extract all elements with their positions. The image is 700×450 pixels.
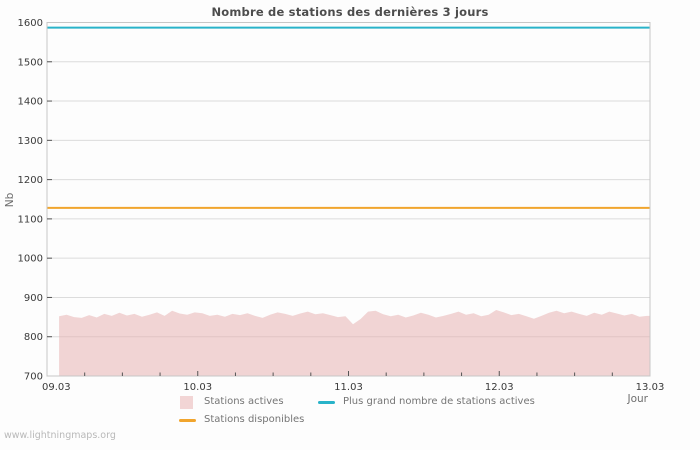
chart-plot-group: 700 800 900 1000 1100 1200 1300 1400 1500 1600 09.… <box>18 18 665 393</box>
x-tick-label: 11.03 <box>334 382 363 393</box>
x-tick-label: 13.03 <box>636 382 665 393</box>
y-tick-label: 1000 <box>18 254 43 265</box>
y-tick-label: 1300 <box>18 136 43 147</box>
y-tick-label: 1100 <box>18 214 43 225</box>
x-axis-title: Jour <box>627 393 649 405</box>
y-tick-label: 800 <box>24 332 43 343</box>
y-tick-label: 700 <box>24 372 43 383</box>
y-tick-label: 1400 <box>18 97 43 108</box>
y-tick-label: 1200 <box>18 175 43 186</box>
chart-svg: 700 800 900 1000 1100 1200 1300 1400 1500 1600 09.… <box>4 18 665 405</box>
series-stations-actives-area <box>59 310 651 376</box>
y-tick-label: 1500 <box>18 57 43 68</box>
legend-label-stations-disponibles: Stations disponibles <box>204 414 305 425</box>
y-tick-label: 1600 <box>18 18 43 29</box>
x-tick-label: 09.03 <box>42 382 71 393</box>
x-tick-label: 10.03 <box>183 382 212 393</box>
x-tick-label: 12.03 <box>485 382 514 393</box>
y-tick-label: 900 <box>24 293 43 304</box>
legend-swatch-stations-disponibles <box>179 419 196 422</box>
y-axis-title: Nb <box>4 192 16 207</box>
chart-title: Nombre de stations des dernières 3 jours <box>211 5 489 19</box>
site-attribution: www.lightningmaps.org <box>4 430 116 441</box>
